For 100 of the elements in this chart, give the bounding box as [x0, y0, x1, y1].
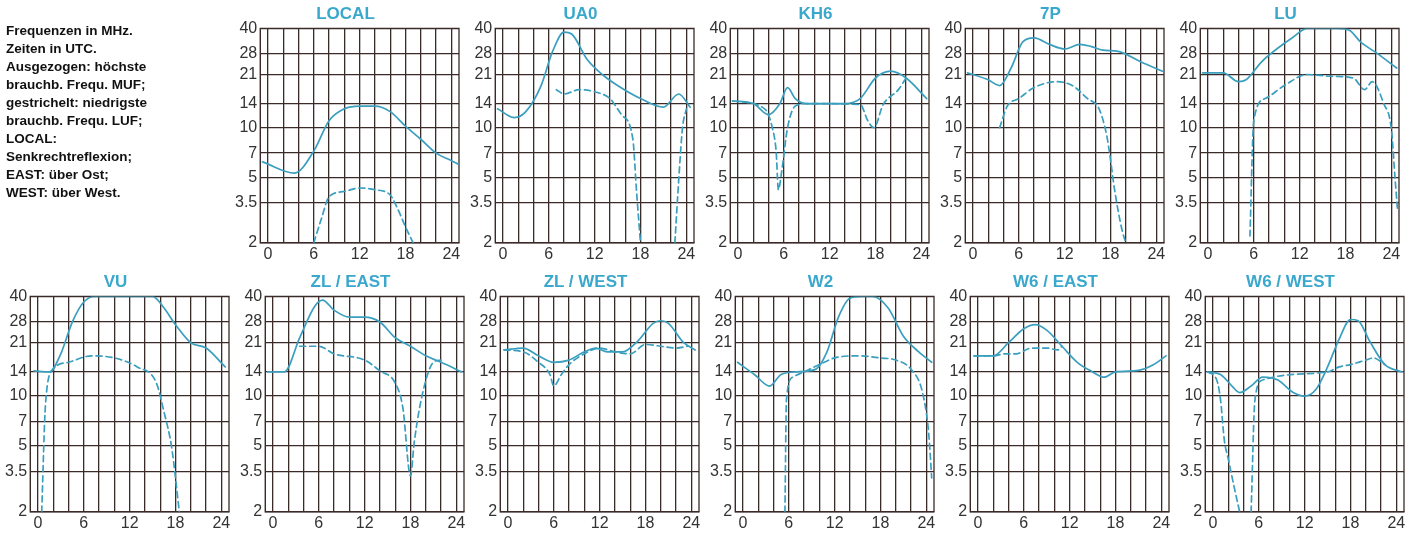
x-tick-label: 18 [636, 513, 655, 531]
x-tick-label: 24 [917, 513, 936, 531]
text: WEST: über West. [6, 184, 122, 202]
x-tick-label: 0 [503, 513, 513, 531]
y-tick-label: 40 [474, 18, 493, 36]
x-tick-label: 0 [498, 244, 508, 262]
y-tick-label: 21 [944, 64, 963, 82]
y-tick-label: 21 [239, 64, 258, 82]
y-tick-label: 3.5 [234, 193, 258, 211]
chart-title: W2 [807, 271, 834, 291]
chart-title: KH6 [798, 3, 833, 23]
y-tick-label: 10 [9, 386, 28, 404]
line-series [312, 187, 414, 243]
x-tick-label: 18 [631, 244, 650, 262]
y-tick-label: 21 [474, 64, 493, 82]
y-tick-label: 14 [239, 93, 258, 111]
x-tick-label: 6 [1019, 513, 1029, 531]
y-tick-label: 7 [958, 412, 968, 430]
y-tick-label: 28 [714, 312, 733, 330]
y-tick-label: 28 [479, 312, 498, 330]
y-tick-label: 10 [714, 386, 733, 404]
x-tick-label: 0 [263, 244, 273, 262]
y-tick-label: 10 [474, 118, 493, 136]
y-tick-label: 14 [479, 362, 498, 380]
x-tick-label: 18 [1341, 513, 1360, 531]
y-tick-label: 2 [723, 502, 733, 520]
y-tick-label: 21 [1184, 333, 1203, 351]
x-tick-label: 6 [1254, 513, 1264, 531]
y-tick-label: 3.5 [469, 193, 493, 211]
text: LOCAL: [6, 130, 58, 148]
y-tick-label: 21 [714, 333, 733, 351]
x-tick-label: 6 [784, 513, 794, 531]
y-tick-label: 28 [244, 312, 263, 330]
x-tick-label: 24 [442, 244, 461, 262]
line-series [966, 37, 1164, 87]
y-tick-label: 14 [714, 362, 733, 380]
y-tick-label: 10 [1179, 118, 1198, 136]
y-tick-label: 7 [248, 143, 258, 161]
x-tick-label: 24 [212, 513, 231, 531]
x-tick-label: 18 [1101, 244, 1120, 262]
y-tick-label: 5 [488, 436, 498, 454]
x-tick-label: 12 [350, 244, 369, 262]
y-tick-label: 2 [488, 502, 498, 520]
y-tick-label: 10 [709, 118, 728, 136]
y-tick-label: 5 [248, 167, 258, 185]
y-tick-label: 7 [488, 412, 498, 430]
y-tick-label: 2 [718, 233, 728, 251]
y-tick-label: 40 [239, 18, 258, 36]
x-tick-label: 6 [549, 513, 559, 531]
y-tick-label: 5 [1188, 167, 1198, 185]
x-tick-label: 24 [1147, 244, 1166, 262]
text: brauchb. Frequ. LUF; [6, 112, 144, 130]
x-tick-label: 18 [1106, 513, 1125, 531]
x-tick-label: 24 [447, 513, 466, 531]
y-tick-label: 3.5 [709, 461, 733, 479]
y-tick-label: 5 [483, 167, 493, 185]
chart-title: W6 / EAST [1012, 271, 1099, 291]
y-tick-label: 10 [944, 118, 963, 136]
y-tick-label: 14 [944, 93, 963, 111]
chart-title: 7P [1040, 3, 1061, 23]
y-tick-label: 3.5 [1179, 461, 1203, 479]
y-tick-label: 2 [953, 233, 963, 251]
y-tick-label: 5 [253, 436, 263, 454]
y-tick-label: 10 [479, 386, 498, 404]
x-tick-label: 24 [1152, 513, 1171, 531]
y-tick-label: 10 [244, 386, 263, 404]
y-tick-label: 14 [244, 362, 263, 380]
chart-title: LOCAL [316, 3, 375, 23]
y-tick-label: 21 [9, 333, 28, 351]
y-tick-label: 28 [9, 312, 28, 330]
x-tick-label: 6 [779, 244, 789, 262]
y-tick-label: 7 [953, 143, 963, 161]
y-tick-label: 5 [1193, 436, 1203, 454]
y-tick-label: 28 [474, 44, 493, 62]
y-tick-label: 28 [1179, 44, 1198, 62]
y-tick-label: 2 [1193, 502, 1203, 520]
y-tick-label: 3.5 [944, 461, 968, 479]
y-tick-label: 14 [1184, 362, 1203, 380]
line-series [998, 80, 1127, 243]
x-tick-label: 6 [314, 513, 324, 531]
y-tick-label: 5 [953, 167, 963, 185]
y-tick-label: 40 [244, 286, 263, 304]
y-tick-label: 2 [18, 502, 28, 520]
y-tick-label: 7 [718, 143, 728, 161]
y-tick-label: 3.5 [474, 461, 498, 479]
y-tick-label: 5 [958, 436, 968, 454]
x-tick-label: 12 [1060, 513, 1079, 531]
text: Ausgezogen: höchste [6, 58, 148, 76]
text: brauchb. Frequ. MUF; [6, 76, 147, 94]
x-tick-label: 12 [820, 244, 839, 262]
x-tick-label: 0 [973, 513, 983, 531]
y-tick-label: 40 [1184, 286, 1203, 304]
y-tick-label: 28 [709, 44, 728, 62]
x-tick-label: 0 [268, 513, 278, 531]
y-tick-label: 5 [718, 167, 728, 185]
y-tick-label: 28 [1184, 312, 1203, 330]
y-tick-label: 2 [483, 233, 493, 251]
y-tick-label: 40 [9, 286, 28, 304]
line-series [261, 105, 459, 174]
line-series [1249, 73, 1399, 237]
